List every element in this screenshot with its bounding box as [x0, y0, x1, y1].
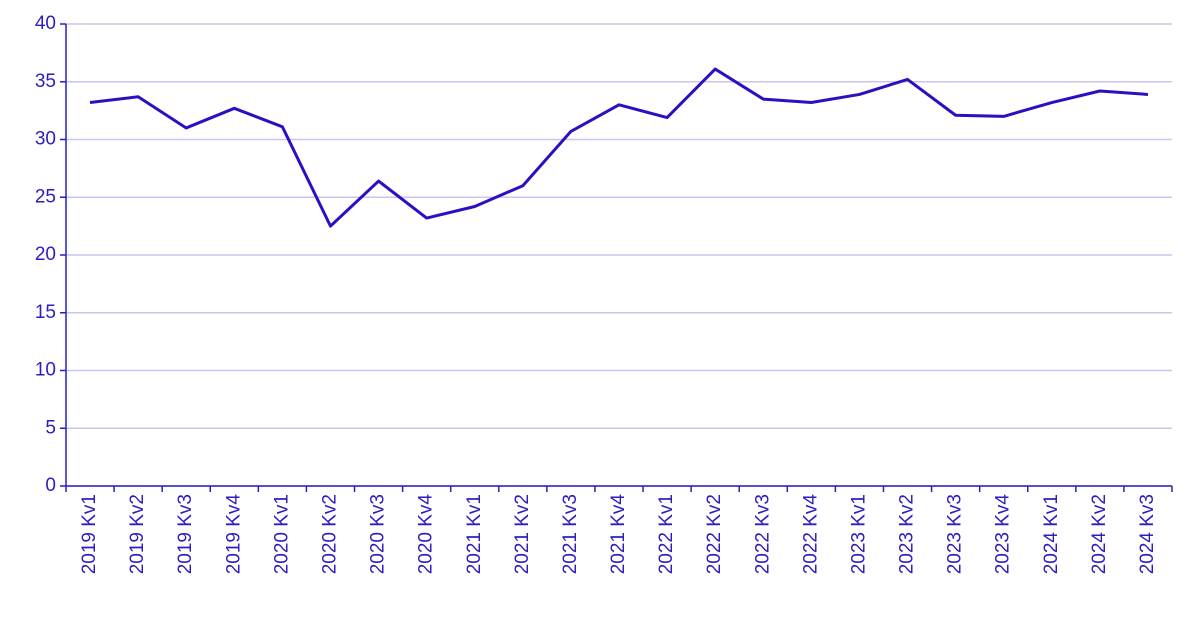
y-tick-label: 20 — [35, 244, 56, 265]
x-tick-label: 2022 Kv2 — [704, 494, 725, 574]
y-tick-label: 10 — [35, 360, 56, 381]
x-tick-label: 2020 Kv3 — [368, 494, 389, 574]
x-tick-label: 2022 Kv1 — [656, 494, 677, 574]
x-tick-label: 2019 Kv4 — [223, 494, 244, 575]
y-tick-label: 15 — [35, 302, 56, 323]
y-tick-label: 25 — [35, 186, 56, 207]
x-tick-label: 2021 Kv4 — [608, 494, 629, 575]
x-tick-label: 2022 Kv4 — [800, 494, 821, 575]
x-tick-label: 2023 Kv3 — [945, 494, 966, 574]
data-line — [89, 67, 1149, 228]
x-tick-label: 2020 Kv4 — [416, 494, 437, 575]
x-tick-label: 2021 Kv2 — [512, 494, 533, 574]
x-tick-label: 2021 Kv1 — [464, 494, 485, 574]
y-tick-label: 0 — [45, 475, 56, 496]
y-tick-label: 30 — [35, 129, 56, 150]
y-tick-label: 5 — [45, 417, 56, 438]
x-tick-label: 2024 Kv2 — [1089, 494, 1110, 574]
x-tick-label: 2023 Kv1 — [848, 494, 869, 574]
x-tick-label: 2024 Kv1 — [1041, 494, 1062, 574]
x-tick-label: 2019 Kv3 — [175, 494, 196, 574]
x-tick-label: 2020 Kv2 — [319, 494, 340, 574]
x-tick-label: 2023 Kv4 — [993, 494, 1014, 575]
x-tick-label: 2019 Kv2 — [127, 494, 148, 574]
y-tick-label: 40 — [35, 13, 56, 34]
x-tick-label: 2023 Kv2 — [897, 494, 918, 574]
x-tick-label: 2021 Kv3 — [560, 494, 581, 574]
y-tick-label: 35 — [35, 71, 56, 92]
x-tick-label: 2020 Kv1 — [271, 494, 292, 574]
x-tick-label: 2022 Kv3 — [752, 494, 773, 574]
x-tick-label: 2019 Kv1 — [79, 494, 100, 574]
x-tick-label: 2024 Kv3 — [1137, 494, 1158, 574]
